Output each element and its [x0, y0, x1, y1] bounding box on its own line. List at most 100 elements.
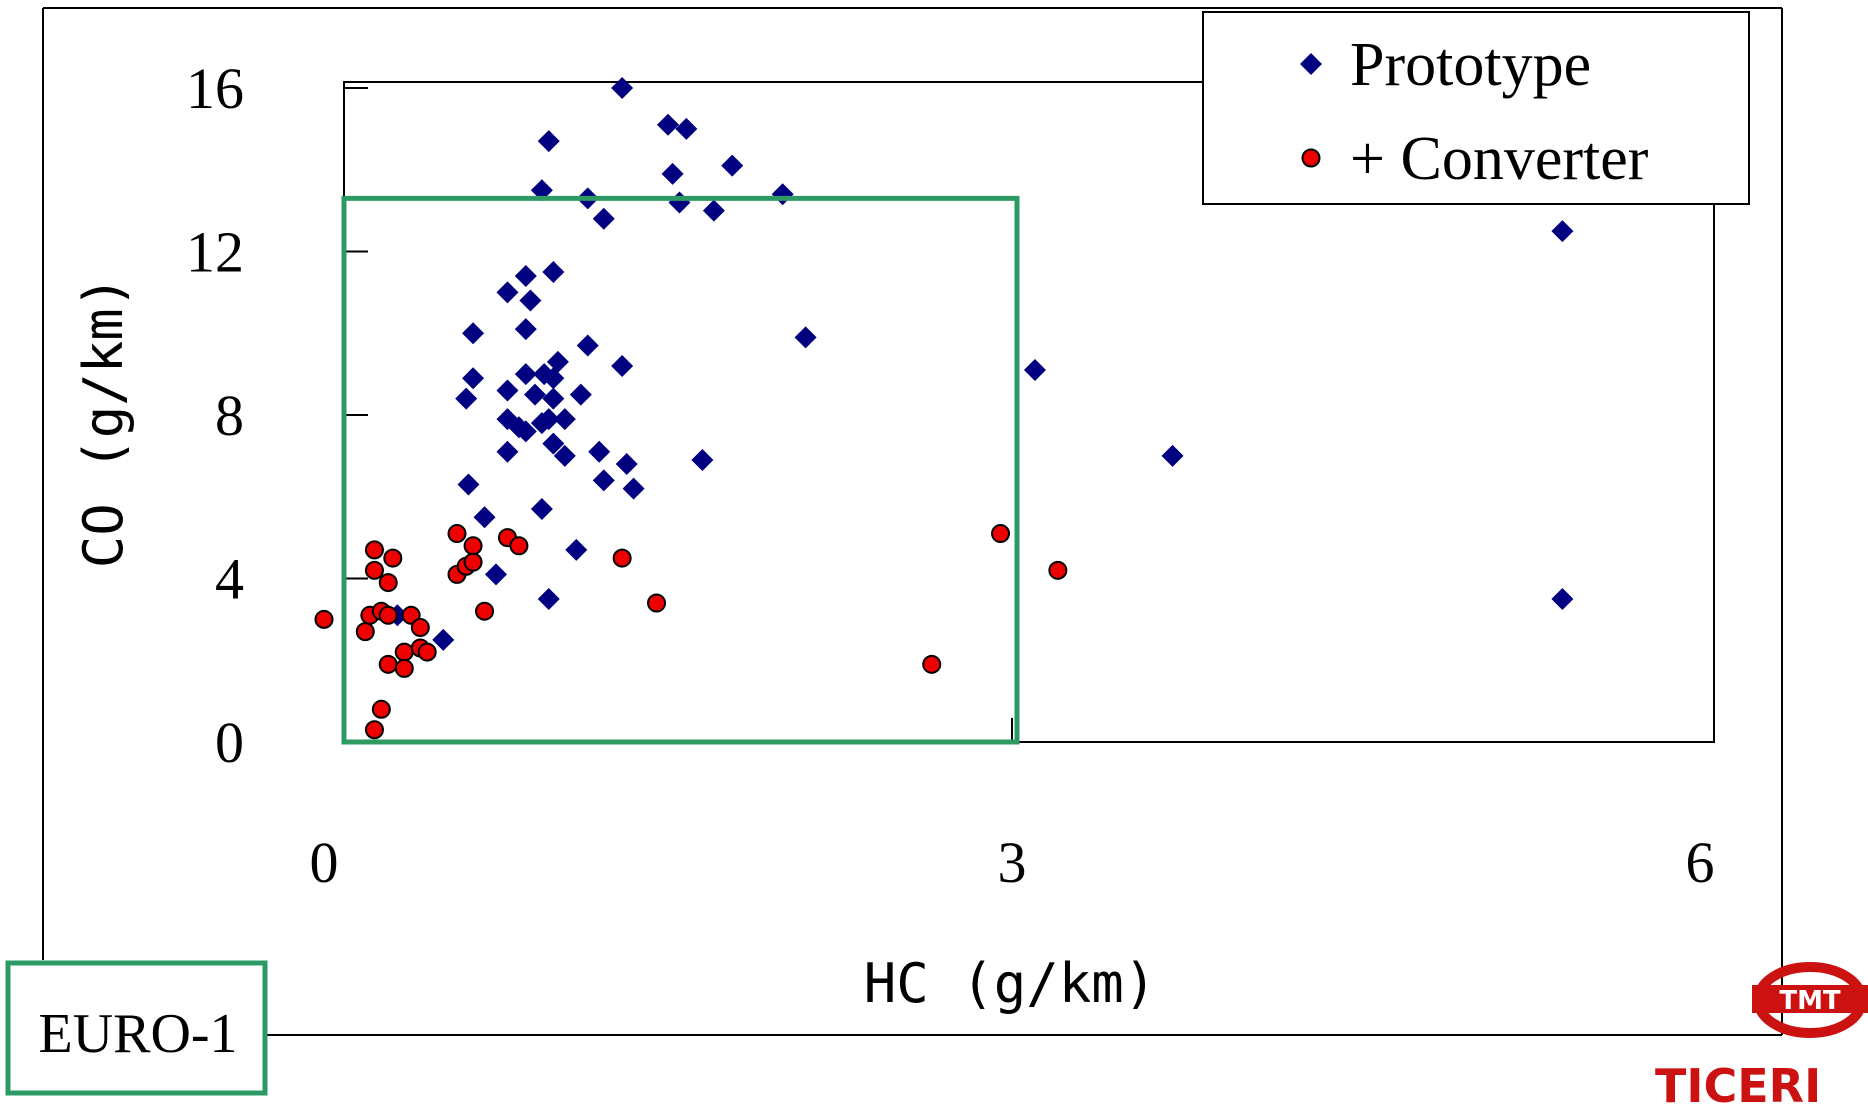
x-tick-label: 6 — [1686, 830, 1715, 895]
converter-point — [355, 622, 375, 642]
prototype-point — [592, 207, 615, 230]
prototype-point — [432, 628, 455, 651]
prototype-point — [542, 260, 565, 283]
converter-point — [417, 642, 437, 662]
converter-point — [364, 540, 384, 560]
prototype-point — [514, 420, 537, 443]
legend-box — [1202, 11, 1750, 205]
prototype-point — [1023, 359, 1046, 382]
x-axis-title: HC (g/km) — [864, 952, 1157, 1015]
converter-point — [612, 548, 632, 568]
euro-1-label-box: EURO-1 — [5, 960, 268, 1096]
y-tick-label: 8 — [215, 383, 244, 448]
converter-point — [647, 593, 667, 613]
prototype-point — [462, 322, 485, 345]
prototype-point — [537, 587, 560, 610]
prototype-point — [569, 383, 592, 406]
prototype-point — [514, 265, 537, 288]
legend-prototype-marker — [1300, 53, 1322, 75]
prototype-point — [496, 440, 519, 463]
converter-point — [364, 720, 384, 740]
converter-point — [394, 658, 414, 678]
legend-converter-label: + Converter — [1350, 125, 1649, 193]
prototype-point — [721, 154, 744, 177]
converter-point — [475, 601, 495, 621]
prototype-point — [615, 453, 638, 476]
legend: Prototype + Converter — [1202, 11, 1750, 205]
data-points — [314, 77, 1574, 740]
prototype-point — [530, 179, 553, 202]
prototype-point — [565, 538, 588, 561]
prototype-point — [537, 130, 560, 153]
converter-point — [394, 642, 414, 662]
prototype-point — [542, 367, 565, 390]
y-axis-title: CO (g/km) — [72, 276, 135, 569]
converter-point — [378, 605, 398, 625]
converter-point — [410, 618, 430, 638]
logo-caption: TICERI — [1655, 1059, 1821, 1106]
converter-point — [378, 573, 398, 593]
prototype-point — [576, 334, 599, 357]
prototype-point — [661, 162, 684, 185]
prototype-point — [611, 77, 634, 99]
prototype-point — [537, 408, 560, 431]
prototype-point — [457, 473, 480, 496]
converter-series — [314, 524, 1068, 740]
prototype-point — [514, 363, 537, 386]
prototype-point — [657, 113, 679, 136]
y-tick-label: 0 — [215, 710, 244, 775]
prototype-point — [455, 387, 478, 410]
converter-point — [922, 654, 942, 674]
prototype-point — [668, 191, 691, 214]
prototype-point — [514, 318, 537, 341]
prototype-point — [530, 498, 553, 521]
x-tick-label: 3 — [998, 830, 1027, 895]
converter-point — [991, 524, 1011, 544]
prototype-point — [702, 199, 725, 222]
prototype-point — [523, 383, 546, 406]
converter-point — [463, 536, 483, 556]
prototype-point — [794, 326, 817, 349]
prototype-point — [1161, 444, 1184, 467]
legend-prototype-label: Prototype — [1350, 31, 1591, 99]
prototype-point — [588, 440, 611, 463]
prototype-point — [462, 367, 485, 390]
prototype-point — [473, 506, 496, 529]
converter-point — [364, 560, 384, 580]
converter-point — [463, 552, 483, 572]
logo-emblem-text: TMT — [1779, 986, 1841, 1016]
prototype-point — [553, 408, 576, 431]
tmt-logo: TMT TICERI — [1655, 962, 1868, 1106]
x-axis-ticks: 0 3 6 — [310, 718, 1715, 895]
prototype-point — [553, 444, 576, 467]
euro-1-limit-box — [341, 195, 1020, 745]
prototype-point — [496, 281, 519, 304]
prototype-point — [611, 354, 634, 377]
y-tick-label: 12 — [186, 220, 244, 285]
prototype-point — [1551, 587, 1574, 610]
prototype-point — [622, 477, 645, 500]
prototype-point — [592, 469, 615, 492]
euro-1-label: EURO-1 — [38, 1003, 237, 1065]
prototype-point — [771, 183, 794, 206]
y-tick-label: 4 — [215, 547, 244, 612]
prototype-point — [1551, 220, 1574, 243]
prototype-point — [675, 117, 698, 140]
converter-point — [314, 609, 334, 629]
prototype-point — [485, 563, 507, 586]
prototype-point — [496, 379, 519, 402]
converter-point — [378, 654, 398, 674]
prototype-point — [546, 350, 569, 373]
converter-point — [371, 699, 391, 719]
x-tick-label: 0 — [310, 830, 339, 895]
prototype-point — [542, 432, 565, 455]
prototype-point — [691, 448, 714, 471]
converter-point — [1048, 560, 1068, 580]
converter-point — [447, 524, 467, 544]
chart-outer-frame — [42, 7, 1783, 1036]
converter-point — [383, 548, 403, 568]
converter-point — [509, 536, 529, 556]
y-tick-label: 16 — [186, 56, 244, 121]
prototype-point — [542, 387, 565, 410]
